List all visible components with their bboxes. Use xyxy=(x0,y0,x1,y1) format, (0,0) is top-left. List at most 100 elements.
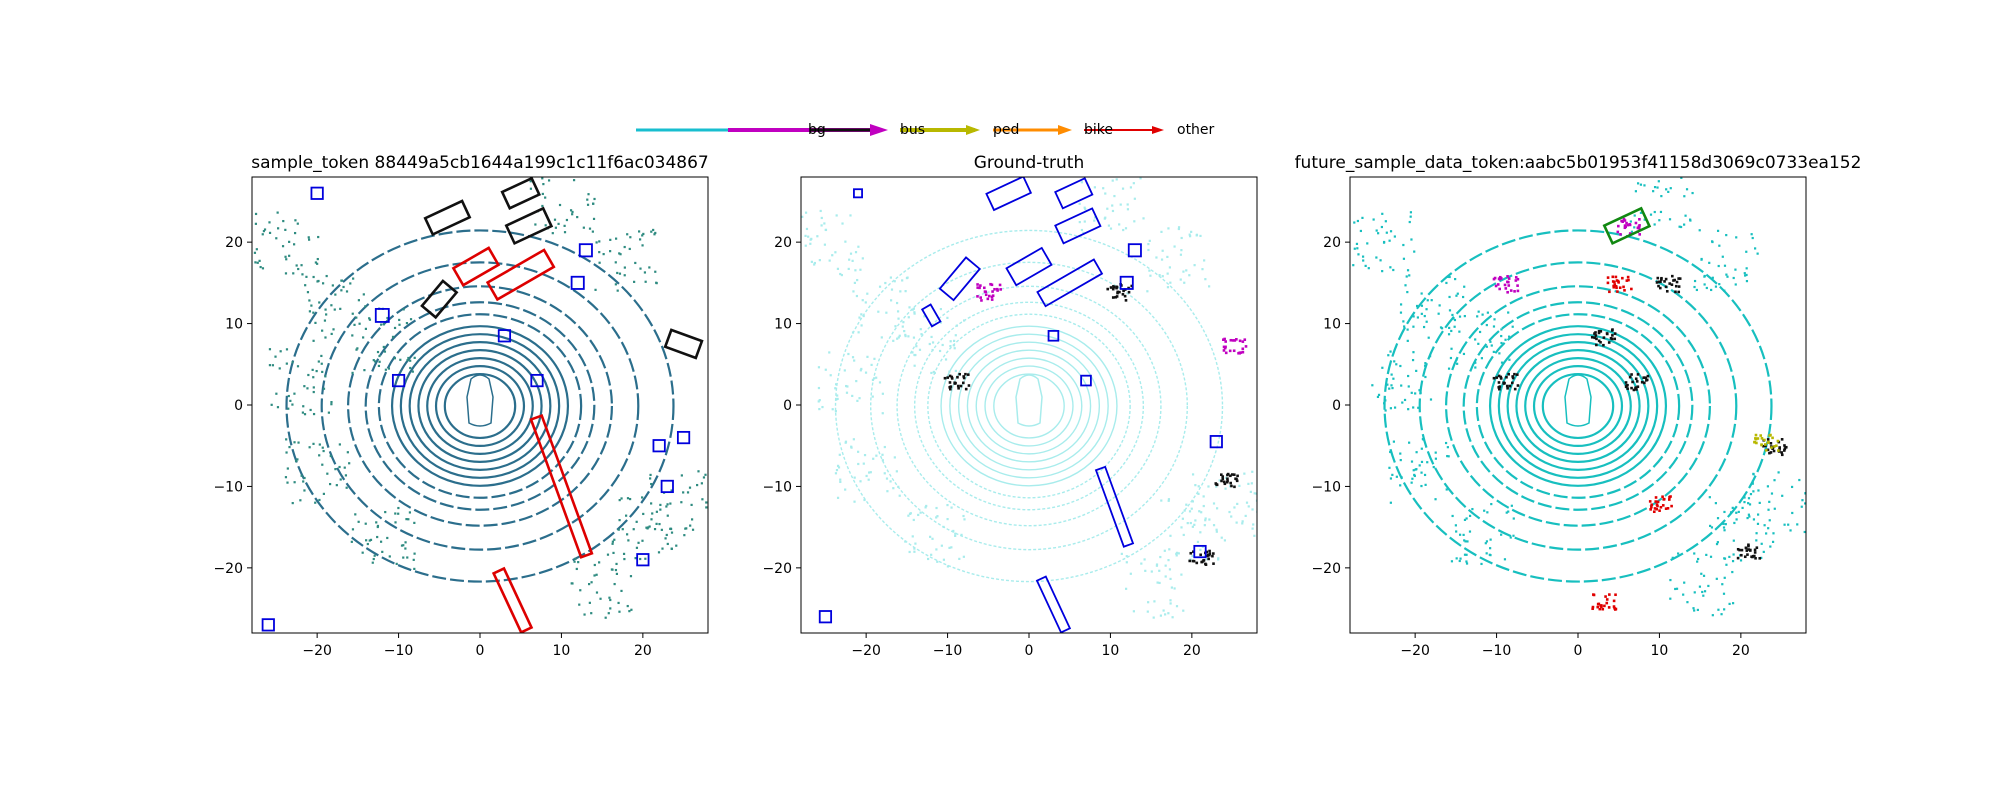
bbox-green xyxy=(1602,206,1652,246)
lidar-point xyxy=(268,221,271,224)
object-point xyxy=(1673,278,1676,282)
lidar-point xyxy=(1752,473,1755,476)
lidar-point xyxy=(1481,313,1484,316)
y-tick-label: 20 xyxy=(225,235,243,251)
lidar-point xyxy=(1107,224,1111,227)
lidar-point xyxy=(862,314,865,318)
lidar-point xyxy=(1383,240,1386,244)
lidar-point xyxy=(301,273,304,276)
lidar-point xyxy=(606,553,610,556)
lidar-point xyxy=(960,533,963,536)
bbox-blue xyxy=(818,610,833,624)
lidar-point xyxy=(644,280,647,283)
object-point xyxy=(1623,289,1626,292)
lidar-point xyxy=(860,367,863,371)
lidar-point xyxy=(1164,564,1167,567)
object-point xyxy=(1677,277,1680,280)
object-points-other xyxy=(1648,495,1673,514)
lidar-point xyxy=(885,477,889,480)
object-point xyxy=(966,373,970,376)
object-points-other xyxy=(1591,593,1618,611)
lidar-point xyxy=(1084,207,1087,211)
lidar-point xyxy=(1393,235,1396,238)
lidar-point xyxy=(839,272,842,276)
lidar-point xyxy=(1415,451,1418,454)
object-point xyxy=(1592,593,1596,597)
object-point xyxy=(1670,504,1673,508)
object-point xyxy=(1204,563,1208,566)
lidar-point xyxy=(547,179,551,182)
lidar-point xyxy=(963,518,966,521)
lidar-point xyxy=(399,358,402,361)
object-point xyxy=(1755,441,1758,445)
lidar-point xyxy=(287,394,290,398)
lidar-point xyxy=(400,544,404,547)
lidar-point xyxy=(810,260,813,263)
object-point xyxy=(1599,330,1603,333)
lidar-point xyxy=(578,603,581,606)
object-point xyxy=(1220,479,1223,483)
lidar-point xyxy=(324,336,327,339)
lidar-point xyxy=(818,407,821,411)
lidar-point xyxy=(1671,556,1674,559)
lidar-point xyxy=(859,480,862,483)
lidar-point xyxy=(661,547,664,550)
lidar-point xyxy=(1709,555,1713,558)
lidar-point xyxy=(287,407,290,410)
lidar-point xyxy=(1685,188,1689,191)
lidar-point xyxy=(1166,286,1170,289)
lidar-point xyxy=(925,504,928,508)
lidar-point xyxy=(1485,345,1488,348)
lidar-point xyxy=(1384,220,1387,223)
lidar-point xyxy=(598,240,601,243)
lidar-point xyxy=(1758,501,1761,504)
lidar-point xyxy=(297,441,300,444)
lidar-point xyxy=(1702,594,1705,597)
lidar-point xyxy=(268,348,272,351)
object-point xyxy=(1223,346,1227,350)
lidar-point xyxy=(1500,533,1503,536)
lidar-point xyxy=(285,451,288,454)
lidar-point xyxy=(554,226,557,229)
lidar-point xyxy=(378,354,381,358)
lidar-point xyxy=(286,481,289,484)
object-point xyxy=(1661,495,1664,499)
lidar-point xyxy=(314,261,317,264)
lidar-point xyxy=(1362,259,1365,262)
lidar-point xyxy=(379,540,383,543)
lidar-point xyxy=(1762,550,1765,553)
bbox-blue xyxy=(530,373,544,388)
lidar-point xyxy=(289,399,292,402)
object-point xyxy=(1123,294,1127,298)
object-point xyxy=(1625,279,1629,282)
lidar-point xyxy=(1392,377,1395,380)
object-point xyxy=(1606,276,1610,279)
lidar-point xyxy=(1693,591,1696,594)
lidar-point xyxy=(1420,471,1423,474)
lidar-point xyxy=(875,454,878,457)
lidar-point xyxy=(1789,529,1792,532)
lidar-point xyxy=(334,468,337,471)
lidar-point xyxy=(863,453,867,457)
lidar-point xyxy=(1721,583,1724,586)
lidar-point xyxy=(1399,484,1402,487)
lidar-point xyxy=(1741,506,1744,510)
object-point xyxy=(1608,593,1611,596)
lidar-point xyxy=(702,476,706,479)
lidar-point xyxy=(376,535,379,539)
lidar-point xyxy=(818,259,821,262)
lidar-point xyxy=(633,280,636,283)
lidar-point xyxy=(582,226,585,229)
lidar-point xyxy=(1204,278,1207,281)
lidar-point xyxy=(1483,509,1486,512)
bbox-blue xyxy=(1119,275,1134,290)
lidar-point xyxy=(816,235,819,238)
lidar-point xyxy=(294,219,297,222)
lidar-point xyxy=(872,457,875,460)
lidar-point xyxy=(1767,527,1770,530)
lidar-point xyxy=(1450,560,1454,563)
lidar-point xyxy=(1193,264,1196,267)
object-point xyxy=(1506,290,1509,294)
lidar-point xyxy=(407,518,410,521)
